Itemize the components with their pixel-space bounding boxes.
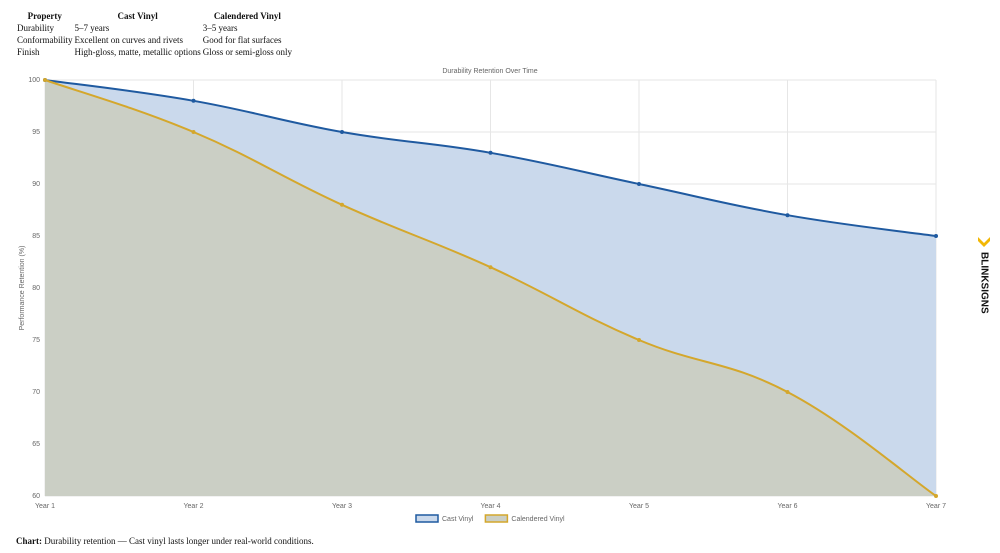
y-tick-label: 65 [32, 441, 40, 448]
table-row: Conformability Excellent on curves and ri… [16, 34, 293, 46]
data-point [43, 78, 47, 82]
data-point [488, 150, 493, 155]
x-tick-label: Year 6 [778, 503, 798, 510]
x-tick-label: Year 4 [481, 503, 501, 510]
table-cell: Excellent on curves and rivets [74, 35, 183, 45]
y-tick-label: 75 [32, 337, 40, 344]
y-tick-label: 95 [32, 129, 40, 136]
legend-swatch [415, 514, 439, 523]
table-cell: Gloss or semi-gloss only [202, 47, 292, 57]
table-cell: Good for flat surfaces [202, 35, 282, 45]
x-tick-label: Year 7 [926, 503, 946, 510]
header-cell: Calendered Vinyl [213, 11, 281, 21]
table-cell: Durability [17, 23, 54, 33]
y-tick-label: 80 [32, 285, 40, 292]
caption-text: Durability retention — Cast vinyl lasts … [42, 536, 314, 546]
data-point [637, 182, 641, 186]
data-point [934, 234, 938, 238]
table-cell: 5–7 years [74, 23, 110, 33]
table-cell: 3–5 years [202, 23, 238, 33]
x-tick-label: Year 2 [184, 503, 204, 510]
y-tick-label: 85 [32, 233, 40, 240]
y-tick-label: 70 [32, 389, 40, 396]
caption: Chart: Durability retention — Cast vinyl… [16, 536, 314, 546]
brand-logo [978, 237, 990, 247]
table-cell: Conformability [17, 35, 73, 45]
y-axis-label: Performance Retention (%) [19, 246, 26, 331]
x-tick-label: Year 5 [629, 503, 649, 510]
legend-label: Calendered Vinyl [511, 516, 565, 523]
data-point [934, 494, 938, 498]
data-point [785, 213, 790, 218]
y-tick-label: 100 [28, 77, 40, 84]
legend-label: Cast Vinyl [442, 516, 474, 523]
chart-title: Durability Retention Over Time [442, 68, 537, 75]
data-point [340, 202, 344, 207]
legend-swatch [484, 514, 509, 523]
table-row: Finish High-gloss, matte, metallic option… [16, 46, 293, 58]
table-body: Durability 5–7 years 3–5 years Conformabili… [16, 22, 293, 58]
data-point [637, 338, 641, 342]
table-row: Durability 5–7 years 3–5 years [16, 22, 293, 34]
y-tick-label: 90 [32, 181, 40, 188]
brand-name: BLINKSIGNS [978, 252, 989, 314]
table-cell: High-gloss, matte, metallic options [74, 47, 201, 57]
x-tick-label: Year 1 [35, 503, 55, 510]
data-point [191, 98, 196, 103]
header-cell: Cast Vinyl [117, 11, 158, 21]
table-cell: Finish [17, 47, 40, 57]
data-point [191, 130, 196, 134]
caption-label: Chart: [16, 536, 42, 546]
y-tick-label: 60 [32, 493, 40, 500]
header-cell: Property [27, 11, 62, 21]
data-point [488, 265, 493, 270]
series-area [45, 80, 936, 496]
data-point [340, 130, 344, 134]
data-point [785, 390, 790, 394]
x-tick-label: Year 3 [332, 503, 352, 510]
spec-table: Property Cast Vinyl Calendered Vinyl Durab… [16, 10, 293, 58]
table-header: Property Cast Vinyl Calendered Vinyl [16, 10, 293, 22]
